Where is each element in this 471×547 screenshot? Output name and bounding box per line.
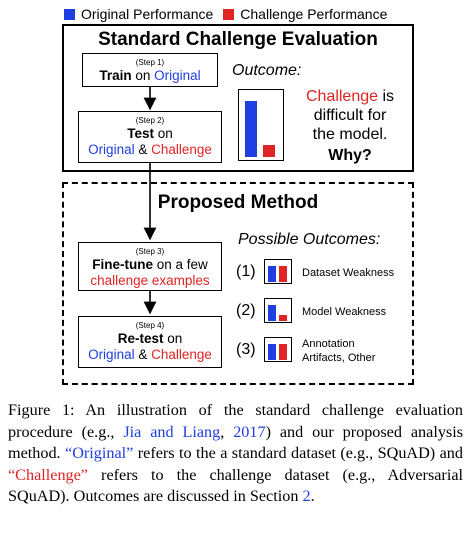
outcome-label: Outcome: (232, 62, 302, 79)
outcome-why: Why? (328, 147, 372, 164)
outcome-bar-original (245, 101, 257, 157)
legend-challenge-label: Challenge Performance (240, 6, 388, 22)
outcome-bar-challenge (263, 144, 275, 157)
section-link[interactable]: 2 (302, 487, 311, 506)
proposed-title: Proposed Method (157, 192, 319, 213)
outcome3-number: (3) (236, 341, 256, 358)
outcome1-chart (264, 259, 292, 284)
outcome-explanation: Challenge is difficult for the model. Wh… (300, 87, 400, 165)
step3-box: (Step 3) Fine-tune on a few challenge ex… (78, 242, 222, 291)
legend-challenge: Challenge Performance (223, 6, 387, 22)
legend-original-swatch (64, 8, 75, 20)
step4-number: (Step 4) (135, 321, 165, 330)
outcome2-label: Model Weakness (302, 306, 387, 318)
standard-evaluation-frame (62, 24, 414, 172)
legend-challenge-swatch (223, 8, 235, 20)
outcome3-label: Annotation Artifacts, Other (302, 337, 375, 365)
step3-number: (Step 3) (135, 247, 165, 256)
outcome-chart (238, 89, 284, 161)
outcome3-bar-challenge (279, 344, 287, 360)
step4-text-line1: Re-test on (117, 331, 183, 346)
outcome2-chart (264, 298, 292, 323)
caption-original-term: “Original” (65, 444, 134, 463)
possible-outcomes-label: Possible Outcomes: (238, 231, 381, 248)
outcome-line3: the model. (312, 126, 388, 143)
outcome-challenge-word: Challenge (305, 88, 379, 105)
legend-original: Original Performance (64, 6, 213, 22)
standard-title: Standard Challenge Evaluation (98, 29, 378, 50)
outcome1-number: (1) (236, 263, 256, 280)
step3-text-line1: Fine-tune on a few (92, 257, 208, 272)
outcome1-bar-original (268, 266, 276, 282)
outcome3-label-line1: Annotation (302, 338, 355, 350)
step3-text-line2: challenge examples (90, 273, 210, 288)
proposed-method-frame (62, 182, 414, 385)
caption-challenge-term: “Challenge” (8, 465, 88, 484)
legend-original-label: Original Performance (81, 6, 214, 22)
outcome1-bar-challenge (279, 266, 287, 282)
outcome2-bar-challenge (279, 314, 287, 321)
step2-text-line1: Test on (127, 126, 173, 141)
step2-text-line2: Original & Challenge (88, 142, 212, 157)
outcome2-bar-original (268, 305, 276, 321)
figure-caption: Figure 1: An illustration of the standar… (8, 401, 464, 506)
outcome3-label-line2: Artifacts, Other (302, 352, 376, 364)
outcome3-bar-original (268, 344, 276, 360)
step4-box: (Step 4) Re-test on Original & Challenge (78, 316, 222, 368)
citation-year-link[interactable]: 2017 (233, 422, 266, 441)
outcome3-chart (264, 337, 292, 362)
step1-box: (Step 1) Train on Original (82, 53, 218, 87)
outcome1-label: Dataset Weakness (302, 267, 395, 279)
legend: Original Performance Challenge Performan… (64, 4, 387, 24)
step2-number: (Step 2) (135, 116, 165, 125)
step4-text-line2: Original & Challenge (88, 347, 212, 362)
step1-text: Train on Original (99, 68, 201, 83)
step1-number: (Step 1) (135, 58, 165, 67)
outcome-line2: difficult for (313, 107, 387, 124)
outcome2-number: (2) (236, 302, 256, 319)
citation-link[interactable]: Jia and Liang (123, 422, 221, 441)
step2-box: (Step 2) Test on Original & Challenge (78, 111, 222, 163)
